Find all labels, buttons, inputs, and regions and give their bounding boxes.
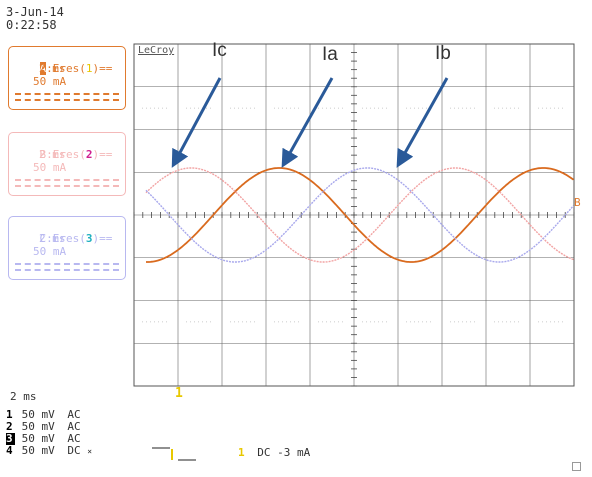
trace-c-timebase: 2 ms bbox=[39, 232, 66, 245]
trace-c-source: 3 bbox=[85, 232, 93, 245]
trace-b-descriptor[interactable]: B:Eres(2)== 2 ms 50 mA bbox=[8, 132, 126, 196]
trace-b-id: B bbox=[39, 148, 47, 161]
trace-c-descriptor[interactable]: C:Eres(3)== 2 ms 50 mA bbox=[8, 216, 126, 280]
channel-2-number: 2 bbox=[6, 420, 13, 433]
trace-a-descriptor[interactable]: A:Eres(1)== 2 ms 50 mA bbox=[8, 46, 126, 110]
trace-c-dash-1 bbox=[15, 263, 119, 265]
annotation-ia: Ia bbox=[322, 44, 338, 65]
channel-4-coupling: DC bbox=[67, 444, 81, 457]
capture-datetime: 3-Jun-14 0:22:58 bbox=[6, 6, 64, 32]
trace-b-dash-2 bbox=[15, 185, 119, 187]
scope-grid bbox=[133, 43, 575, 387]
trigger-slope-icon bbox=[152, 447, 196, 461]
channel-3-coupling: AC bbox=[67, 432, 81, 445]
trace-a-source: 1 bbox=[85, 62, 93, 75]
trace-b-func: Eres bbox=[52, 148, 80, 161]
trigger-coupling-level: DC -3 mA bbox=[257, 446, 311, 459]
channel-4-number: 4 bbox=[6, 444, 13, 457]
arrow-ib bbox=[396, 77, 449, 168]
scope-traces bbox=[145, 167, 575, 263]
channel-2-coupling: AC bbox=[67, 420, 81, 433]
trace-b-vdiv: 50 mA bbox=[33, 161, 67, 174]
trace-ic bbox=[145, 167, 575, 263]
channel-3-vdiv: 50 mV bbox=[21, 432, 55, 445]
bottom-timebase[interactable]: 2 ms bbox=[10, 390, 37, 403]
trace-c-vdiv: 50 mA bbox=[33, 245, 67, 258]
trigger-setting[interactable]: 1 DC -3 mA bbox=[238, 447, 310, 459]
channel-1-number: 1 bbox=[6, 408, 13, 421]
status-square-icon bbox=[572, 462, 581, 471]
trace-level-marker[interactable]: B bbox=[574, 196, 581, 209]
trace-b-timebase: 2 ms bbox=[39, 148, 66, 161]
trace-a-func: Eres bbox=[52, 62, 80, 75]
trigger-channel: 1 bbox=[238, 446, 245, 459]
arrow-ia bbox=[281, 77, 334, 168]
trace-a-dash-1 bbox=[15, 93, 119, 95]
bottom-status: 2 ms 1 50 mV AC 2 50 mV AC 3 50 mV AC 4 … bbox=[6, 391, 92, 458]
annotation-arrows bbox=[171, 77, 449, 168]
channel-2-vdiv: 50 mV bbox=[21, 420, 55, 433]
channel-4-vdiv: 50 mV bbox=[21, 444, 55, 457]
trace-a-vdiv: 50 mA bbox=[33, 75, 67, 88]
trace-b-dash-1 bbox=[15, 179, 119, 181]
annotation-ib: Ib bbox=[435, 43, 451, 64]
trace-c-func: Eres bbox=[52, 232, 80, 245]
trace-a-timebase: 2 ms bbox=[39, 62, 66, 75]
trace-c-id: C bbox=[39, 232, 47, 245]
channel-4-extra: × bbox=[87, 447, 93, 456]
capture-time: 0:22:58 bbox=[6, 18, 57, 32]
channel-row-1[interactable]: 1 50 mV AC bbox=[6, 409, 92, 421]
arrow-ic bbox=[171, 77, 222, 168]
channel-1-coupling: AC bbox=[67, 408, 81, 421]
trigger-position-marker[interactable]: 1 bbox=[175, 386, 183, 401]
trace-c-dash-2 bbox=[15, 269, 119, 271]
scope-brand-label: LeCroy bbox=[138, 45, 175, 56]
trace-ib bbox=[145, 167, 574, 263]
capture-date: 3-Jun-14 bbox=[6, 5, 64, 19]
channel-1-vdiv: 50 mV bbox=[21, 408, 55, 421]
trace-ia bbox=[146, 167, 575, 263]
channel-row-2[interactable]: 2 50 mV AC bbox=[6, 421, 92, 433]
trace-a-dash-2 bbox=[15, 99, 119, 101]
trace-a-id: A bbox=[39, 62, 47, 75]
channel-row-3[interactable]: 3 50 mV AC bbox=[6, 433, 92, 445]
channel-3-number: 3 bbox=[6, 433, 15, 445]
channel-row-4[interactable]: 4 50 mV DC × bbox=[6, 445, 92, 458]
trace-b-source: 2 bbox=[85, 148, 93, 161]
annotation-ic: Ic bbox=[212, 40, 227, 61]
